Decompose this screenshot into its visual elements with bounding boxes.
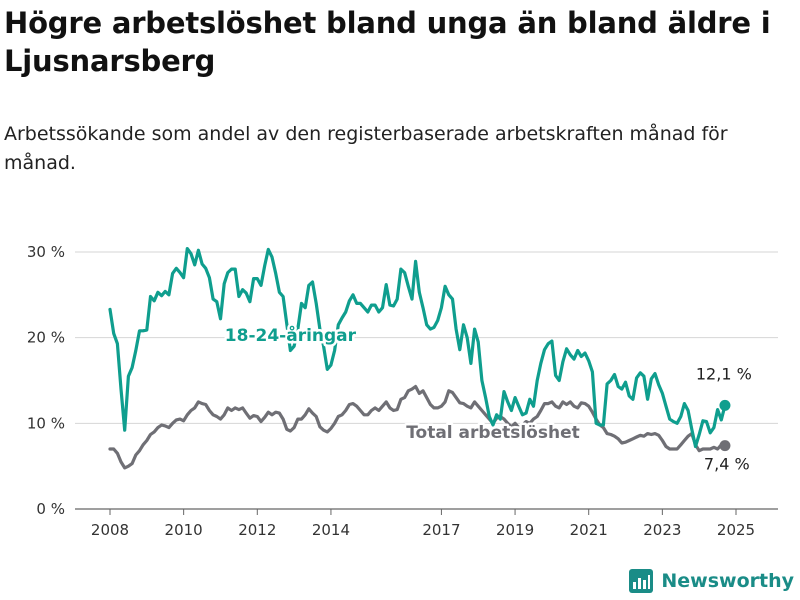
end-point-total: [719, 440, 731, 452]
x-tick-label: 2017: [422, 521, 460, 539]
y-tick-label: 30 %: [27, 243, 65, 261]
brand-name: Newsworthy: [661, 570, 794, 592]
x-tick-label: 2010: [165, 521, 203, 539]
end-label-total: 7,4 %: [704, 455, 750, 474]
x-tick-label: 2008: [91, 521, 129, 539]
newsworthy-logo-icon: [629, 569, 654, 593]
series-label-total: Total arbetslöshet: [406, 423, 580, 443]
y-tick-label: 20 %: [27, 329, 65, 347]
x-tick-label: 2025: [717, 521, 755, 539]
series-label-18-24: 18-24-åringar: [225, 324, 357, 346]
y-tick-label: 0 %: [36, 500, 65, 518]
end-point-18-24: [719, 399, 731, 411]
x-tick-label: 2023: [643, 521, 681, 539]
end-label-18-24: 12,1 %: [696, 365, 752, 384]
brand: Newsworthy: [629, 566, 794, 596]
x-tick-label: 2019: [496, 521, 534, 539]
series-line-18-24: [108, 247, 727, 449]
y-tick-label: 10 %: [27, 414, 65, 432]
x-tick-label: 2014: [312, 521, 350, 539]
series-line-total: [108, 384, 727, 470]
x-tick-label: 2012: [238, 521, 276, 539]
x-tick-label: 2021: [570, 521, 608, 539]
chart-subtitle: Arbetssökande som andel av den registerb…: [4, 123, 728, 174]
chart-title: Högre arbetslöshet bland unga än bland ä…: [4, 6, 771, 78]
